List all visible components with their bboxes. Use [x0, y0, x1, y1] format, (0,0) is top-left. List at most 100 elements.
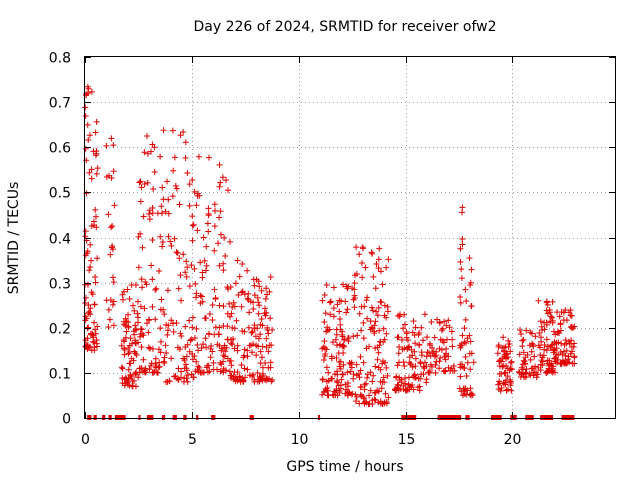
data-point: [262, 295, 269, 302]
data-point: [138, 184, 145, 191]
data-point: [202, 267, 209, 274]
data-point: [141, 305, 148, 312]
data-point: [212, 207, 219, 214]
data-point: [125, 375, 132, 382]
data-point: [442, 367, 449, 374]
data-point: [553, 309, 560, 316]
data-point: [93, 150, 100, 157]
data-point: [437, 336, 444, 343]
data-point: [462, 316, 469, 323]
data-point: [495, 343, 502, 350]
data-point: [180, 355, 187, 362]
data-point: [330, 313, 337, 320]
data-point: [559, 351, 566, 358]
data-point: [546, 306, 553, 313]
plot-frame: [84, 56, 616, 419]
data-point: [420, 363, 427, 370]
data-point: [158, 210, 165, 217]
data-point: [84, 346, 91, 353]
data-point: [189, 356, 196, 363]
data-point: [561, 348, 567, 355]
data-point: [136, 333, 143, 340]
data-point: [358, 259, 365, 266]
data-point: [373, 261, 380, 268]
data-point: [374, 312, 381, 319]
data-point: [370, 307, 377, 314]
data-point: [87, 241, 94, 248]
data-point: [336, 308, 343, 315]
data-point: [204, 362, 211, 369]
data-point: [367, 369, 374, 376]
data-point: [184, 264, 191, 271]
data-point: [565, 309, 572, 316]
data-point: [425, 369, 432, 376]
data-point: [369, 250, 376, 257]
data-point: [194, 342, 201, 349]
data-point: [379, 360, 386, 367]
data-point: [327, 298, 334, 305]
data-point: [431, 353, 438, 360]
data-point: [398, 336, 405, 343]
data-point: [184, 378, 191, 385]
data-point: [375, 364, 382, 371]
data-point: [350, 296, 357, 303]
data-point: [445, 364, 452, 371]
data-point: [189, 222, 196, 229]
data-point: [123, 328, 130, 335]
chart-title: Day 226 of 2024, SRMTID for receiver ofw…: [193, 19, 496, 35]
data-point: [353, 372, 360, 379]
data-point: [405, 381, 412, 388]
data-point: [122, 315, 129, 322]
data-point: [229, 304, 236, 311]
data-point: [393, 373, 400, 380]
data-point: [438, 346, 445, 353]
data-point: [385, 256, 392, 263]
data-point: [557, 360, 564, 367]
data-point: [156, 363, 163, 370]
data-point: [201, 257, 208, 264]
data-point: [242, 374, 249, 381]
data-point: [139, 284, 146, 291]
data-point: [383, 314, 390, 321]
data-point: [151, 368, 158, 375]
data-point: [223, 177, 230, 184]
data-point: [249, 349, 256, 356]
data-point: [446, 324, 453, 331]
data-point: [339, 331, 346, 338]
data-point: [144, 320, 151, 327]
data-point: [120, 336, 127, 343]
data-point: [544, 310, 551, 317]
data-point: [228, 362, 235, 369]
data-point: [137, 303, 144, 310]
data-point: [374, 356, 381, 363]
data-point: [194, 227, 201, 234]
zero-markers: [87, 415, 575, 420]
data-point: [220, 260, 227, 267]
data-point: [238, 289, 245, 296]
y-tick-label: 0.6: [49, 141, 71, 157]
data-point: [396, 313, 403, 320]
zero-value-segment: [196, 415, 199, 420]
data-point: [420, 371, 427, 378]
data-point: [505, 337, 512, 344]
data-point: [463, 298, 470, 305]
data-point: [470, 359, 477, 366]
data-point: [172, 182, 179, 189]
data-point: [137, 331, 144, 338]
data-point: [427, 361, 434, 368]
data-point: [369, 378, 376, 385]
y-axis-label: SRMTID / TECUs: [6, 182, 22, 295]
data-point: [228, 375, 235, 382]
data-point: [459, 204, 466, 211]
data-point: [239, 261, 246, 268]
data-point: [136, 179, 143, 186]
data-point: [562, 306, 569, 313]
data-point: [520, 357, 527, 364]
data-point: [105, 306, 112, 313]
data-point: [250, 299, 257, 306]
data-point: [180, 129, 187, 136]
data-point: [267, 359, 274, 366]
data-point: [371, 328, 378, 335]
data-point: [568, 337, 575, 344]
data-point: [205, 205, 212, 212]
